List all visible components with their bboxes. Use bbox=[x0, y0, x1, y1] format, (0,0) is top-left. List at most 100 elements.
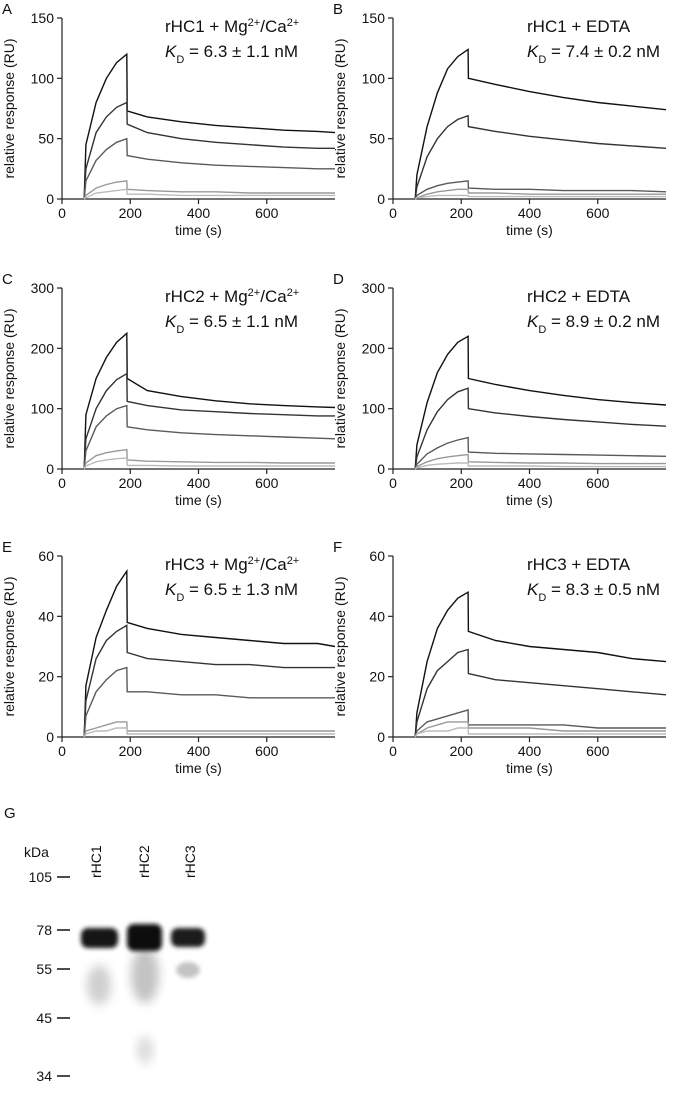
x-tick-label: 0 bbox=[58, 475, 66, 491]
text-part: rHC2 + Mg bbox=[165, 287, 248, 306]
panel-label: C bbox=[2, 271, 13, 288]
response-curve bbox=[414, 590, 667, 738]
response-curve bbox=[83, 568, 336, 738]
marker-label: 34 bbox=[36, 1068, 52, 1084]
text-part: /Ca bbox=[260, 17, 287, 36]
x-tick-label: 200 bbox=[119, 475, 143, 491]
x-axis-label: time (s) bbox=[175, 760, 222, 776]
panel-label: F bbox=[333, 539, 342, 556]
y-tick-label: 40 bbox=[38, 608, 54, 624]
y-tick-label: 50 bbox=[369, 131, 385, 147]
panel-title: rHC3 + Mg2+/Ca2+ bbox=[165, 555, 299, 574]
marker-label: 55 bbox=[36, 961, 52, 977]
y-tick-label: 60 bbox=[38, 548, 54, 564]
y-tick-label: 0 bbox=[377, 461, 385, 477]
lane-label: rHC1 bbox=[88, 845, 104, 878]
response-curve bbox=[414, 387, 667, 470]
y-tick-label: 0 bbox=[377, 729, 385, 745]
y-tick-label: 40 bbox=[369, 608, 385, 624]
text-part: 2+ bbox=[248, 17, 261, 29]
x-axis-label: time (s) bbox=[506, 492, 553, 508]
panel-title: rHC3 + EDTA bbox=[527, 555, 631, 574]
x-tick-label: 200 bbox=[119, 743, 143, 759]
chart-panel: C 0 100 200 300 0 200 400 600 time (s) relative re… bbox=[1, 271, 336, 508]
text-part: /Ca bbox=[260, 555, 287, 574]
text-part: = 7.4 ± 0.2 nM bbox=[546, 42, 660, 61]
x-tick-label: 600 bbox=[255, 743, 279, 759]
response-curve bbox=[414, 436, 667, 470]
y-tick-label: 200 bbox=[362, 340, 386, 356]
x-tick-label: 200 bbox=[450, 475, 474, 491]
x-tick-label: 600 bbox=[255, 205, 279, 221]
y-axis-label: relative response (RU) bbox=[332, 576, 348, 716]
kd-annotation: KD = 6.5 ± 1.1 nM bbox=[165, 312, 298, 336]
text-part: = 8.9 ± 0.2 nM bbox=[546, 312, 660, 331]
x-axis-label: time (s) bbox=[506, 222, 553, 238]
lane-label: rHC3 bbox=[182, 845, 198, 878]
panel-label: A bbox=[2, 1, 12, 18]
gel-bands bbox=[81, 924, 205, 951]
response-curve bbox=[414, 194, 666, 200]
x-tick-label: 0 bbox=[389, 475, 397, 491]
response-curve bbox=[414, 708, 666, 738]
x-tick-label: 0 bbox=[58, 205, 66, 221]
text-part: D bbox=[538, 592, 546, 604]
panel-title: rHC1 + EDTA bbox=[527, 17, 631, 36]
panel-label: B bbox=[333, 1, 343, 18]
text-part: D bbox=[538, 324, 546, 336]
x-tick-label: 600 bbox=[255, 475, 279, 491]
text-part: K bbox=[165, 312, 177, 331]
text-part: 2+ bbox=[287, 555, 300, 567]
response-curve bbox=[414, 648, 667, 738]
response-curve bbox=[83, 721, 335, 738]
kd-annotation: KD = 8.9 ± 0.2 nM bbox=[527, 312, 660, 336]
text-part: D bbox=[176, 324, 184, 336]
text-part: rHC1 + Mg bbox=[165, 17, 248, 36]
y-tick-label: 60 bbox=[369, 548, 385, 564]
text-part: rHC1 + EDTA bbox=[527, 17, 631, 36]
text-part: K bbox=[527, 42, 539, 61]
text-part: = 6.3 ± 1.1 nM bbox=[184, 42, 298, 61]
text-part: 2+ bbox=[248, 287, 261, 299]
text-part: rHC3 + EDTA bbox=[527, 555, 631, 574]
y-tick-label: 300 bbox=[362, 280, 386, 296]
x-tick-label: 400 bbox=[518, 743, 542, 759]
marker-label: 105 bbox=[29, 869, 53, 885]
response-curve bbox=[83, 457, 335, 470]
x-tick-label: 200 bbox=[450, 205, 474, 221]
x-tick-label: 200 bbox=[119, 205, 143, 221]
y-tick-label: 100 bbox=[362, 401, 386, 417]
response-curve bbox=[83, 727, 335, 738]
text-part: = 6.5 ± 1.3 nM bbox=[184, 580, 298, 599]
x-tick-label: 0 bbox=[389, 743, 397, 759]
text-part: K bbox=[527, 312, 539, 331]
y-axis-label: relative response (RU) bbox=[332, 308, 348, 448]
y-tick-label: 100 bbox=[31, 70, 55, 86]
y-tick-label: 100 bbox=[362, 70, 386, 86]
y-tick-label: 0 bbox=[46, 191, 54, 207]
panel-label: D bbox=[333, 271, 344, 288]
response-curve bbox=[83, 331, 336, 470]
text-part: D bbox=[176, 592, 184, 604]
x-axis-label: time (s) bbox=[175, 222, 222, 238]
text-part: K bbox=[165, 580, 177, 599]
response-curve bbox=[83, 404, 336, 470]
x-tick-label: 0 bbox=[58, 743, 66, 759]
text-part: = 8.3 ± 0.5 nM bbox=[546, 580, 660, 599]
response-curve bbox=[83, 101, 335, 200]
y-tick-label: 100 bbox=[31, 401, 55, 417]
x-tick-label: 400 bbox=[187, 743, 211, 759]
chart-panel: B 0 50 100 150 0 200 400 600 time (s) relative res… bbox=[332, 1, 667, 238]
response-curve bbox=[83, 624, 335, 738]
chart-panel: D 0 100 200 300 0 200 400 600 time (s) relative re… bbox=[332, 271, 667, 508]
y-tick-label: 0 bbox=[377, 191, 385, 207]
response-curve bbox=[83, 137, 335, 200]
text-part: rHC2 + EDTA bbox=[527, 287, 631, 306]
text-part: K bbox=[527, 580, 539, 599]
panel-title: rHC2 + EDTA bbox=[527, 287, 631, 306]
response-curve bbox=[414, 335, 667, 470]
text-part: D bbox=[176, 54, 184, 66]
text-part: rHC3 + Mg bbox=[165, 555, 248, 574]
